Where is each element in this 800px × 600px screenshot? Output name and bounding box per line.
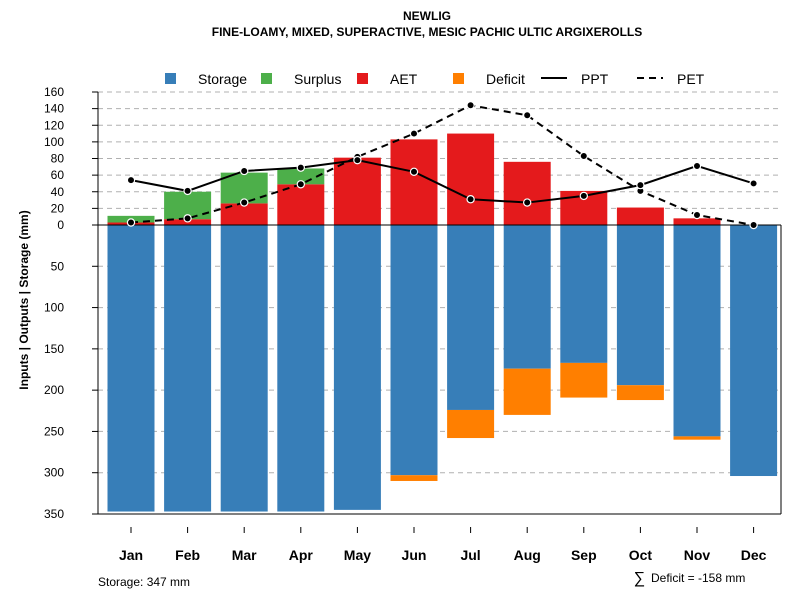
legend-storage-label: Storage xyxy=(198,71,247,87)
aet-bar xyxy=(503,161,551,225)
y-tick-label: 150 xyxy=(44,342,64,356)
ppt-point xyxy=(749,179,758,188)
aet-bar xyxy=(616,207,664,225)
storage-bar xyxy=(447,225,495,410)
aet-bar xyxy=(673,218,721,225)
storage-bar xyxy=(673,225,721,437)
deficit-bar xyxy=(616,385,664,401)
month-label: Apr xyxy=(289,547,314,563)
y-tick-label: 300 xyxy=(44,466,64,480)
y-tick-label: 80 xyxy=(51,152,65,166)
ppt-point xyxy=(523,198,532,207)
ppt-point xyxy=(353,155,362,165)
storage-bar xyxy=(616,225,664,386)
legend-pet-label: PET xyxy=(677,71,705,87)
deficit-bar xyxy=(503,368,551,415)
month-label: Jun xyxy=(402,547,427,563)
surplus-bar xyxy=(220,172,268,204)
pet-point xyxy=(579,151,589,161)
month-label: Oct xyxy=(629,547,653,563)
storage-bar xyxy=(164,225,212,512)
aet-bar xyxy=(390,139,438,225)
storage-bar xyxy=(107,225,155,512)
deficit-bar xyxy=(673,436,721,440)
y-tick-label: 200 xyxy=(44,383,64,397)
storage-bar xyxy=(503,225,551,369)
sum-symbol-icon: ∑ xyxy=(634,570,645,587)
y-tick-label: 250 xyxy=(44,424,64,438)
pet-point xyxy=(183,214,192,223)
y-tick-label: 120 xyxy=(44,118,64,132)
pet-point xyxy=(239,198,249,207)
storage-total-label: Storage: 347 mm xyxy=(98,575,190,589)
ppt-point xyxy=(636,180,645,190)
deficit-total-label: Deficit = -158 mm xyxy=(651,571,745,585)
chart-title: NEWLIG xyxy=(403,9,451,23)
ppt-point xyxy=(692,161,702,171)
month-label: Feb xyxy=(175,547,200,563)
month-label: Mar xyxy=(232,547,257,563)
ppt-point xyxy=(239,166,249,176)
aet-bar xyxy=(220,203,268,225)
y-tick-label: 0 xyxy=(57,218,64,232)
storage-bar xyxy=(390,225,438,476)
legend-storage-swatch xyxy=(165,73,176,84)
y-tick-label: 350 xyxy=(44,507,64,521)
legend-surplus-swatch xyxy=(261,73,272,84)
y-tick-label: 40 xyxy=(51,185,65,199)
legend-deficit-swatch xyxy=(453,73,464,84)
pet-point xyxy=(126,218,136,227)
month-label: Jul xyxy=(460,547,480,563)
pet-point xyxy=(523,111,532,120)
ppt-point xyxy=(579,191,589,201)
legend-ppt-label: PPT xyxy=(581,71,609,87)
aet-bar xyxy=(447,133,495,225)
legend-aet-label: AET xyxy=(390,71,418,87)
ppt-point xyxy=(466,195,475,204)
legend-surplus-label: Surplus xyxy=(294,71,341,87)
chart-subtitle: FINE-LOAMY, MIXED, SUPERACTIVE, MESIC PA… xyxy=(212,25,642,39)
y-axis-title: Inputs | Outputs | Storage (mm) xyxy=(17,210,31,389)
month-label: Sep xyxy=(571,547,597,563)
y-tick-label: 20 xyxy=(51,201,65,215)
deficit-bar xyxy=(390,475,438,481)
pet-point xyxy=(296,180,305,189)
month-label: Aug xyxy=(514,547,541,563)
pet-point xyxy=(466,101,475,110)
pet-point xyxy=(409,129,419,138)
y-tick-label: 100 xyxy=(44,301,64,315)
y-tick-label: 60 xyxy=(51,168,65,182)
storage-bar xyxy=(730,225,778,477)
pet-point xyxy=(692,210,702,220)
aet-bar xyxy=(277,184,325,225)
storage-bar xyxy=(333,225,381,510)
legend-aet-swatch xyxy=(357,73,368,84)
deficit-bar xyxy=(447,409,495,439)
storage-bar xyxy=(277,225,325,512)
y-tick-label: 50 xyxy=(51,259,65,273)
deficit-bar xyxy=(560,362,608,398)
pet-point xyxy=(749,220,758,230)
pet-line xyxy=(130,104,754,226)
y-tick-label: 140 xyxy=(44,102,64,116)
storage-bar xyxy=(560,225,608,363)
month-label: Jan xyxy=(119,547,143,563)
ppt-point xyxy=(126,175,136,185)
storage-bar xyxy=(220,225,268,512)
month-label: Dec xyxy=(741,547,767,563)
ppt-point xyxy=(183,186,192,196)
y-tick-label: 160 xyxy=(44,85,64,99)
legend: Storage Surplus AET Deficit PPT PET xyxy=(165,71,705,87)
month-label: May xyxy=(344,547,371,563)
y-tick-label: 100 xyxy=(44,135,64,149)
surplus-bar xyxy=(277,168,325,185)
aet-bar xyxy=(333,157,381,225)
ppt-point xyxy=(296,163,305,172)
ppt-point xyxy=(409,167,419,176)
legend-deficit-label: Deficit xyxy=(486,71,525,87)
ppt-line xyxy=(130,159,754,204)
month-label: Nov xyxy=(684,547,711,563)
